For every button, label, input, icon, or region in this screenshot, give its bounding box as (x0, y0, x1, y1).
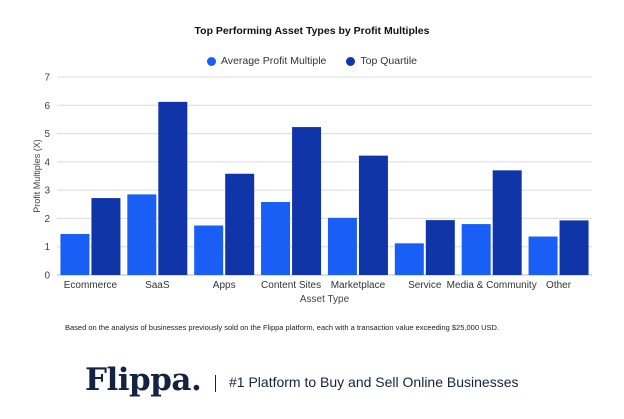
x-tick-label: SaaS (145, 280, 170, 291)
bar-average (327, 217, 357, 275)
brand-divider (215, 375, 216, 392)
bar-average (528, 236, 558, 275)
bar-top-quartile (225, 173, 255, 275)
bar-top-quartile (425, 220, 455, 275)
x-tick-label: Ecommerce (64, 280, 118, 291)
legend-label-average: Average Profit Multiple (220, 55, 327, 67)
y-tick-label: 1 (44, 242, 50, 253)
chart-title: Top Performing Asset Types by Profit Mul… (194, 25, 430, 37)
bar-average (194, 225, 224, 275)
x-axis-title: Asset Type (300, 294, 350, 305)
x-tick-label: Apps (213, 280, 236, 291)
x-tick-label: Marketplace (331, 280, 386, 291)
bar-chart: 0 1 2 3 4 5 6 7 Profit Multiples (X) Ecommerce Saa… (32, 73, 592, 305)
y-tick-label: 0 (44, 271, 50, 282)
legend: Average Profit Multiple Top Quartile (0, 55, 624, 67)
y-tick-label: 5 (44, 129, 50, 140)
bar-average (60, 233, 90, 275)
x-tick-label: Content Sites (261, 280, 321, 291)
legend-item-top-quartile: Top Quartile (346, 55, 417, 67)
y-axis-title: Profit Multiples (X) (32, 139, 42, 213)
bar-average (461, 224, 491, 275)
flippa-logo: Flippa. (85, 362, 202, 398)
x-tick-label: Media & Community (447, 280, 537, 291)
bar-average (261, 202, 291, 275)
bar-top-quartile (492, 170, 522, 275)
y-tick-label: 3 (44, 186, 50, 197)
bar-average (394, 243, 424, 275)
legend-item-average: Average Profit Multiple (206, 55, 327, 67)
x-tick-label: Other (546, 280, 572, 291)
bar-top-quartile (559, 220, 589, 275)
y-tick-label: 2 (44, 214, 50, 225)
bar-average (127, 194, 157, 275)
brand-tagline: #1 Platform to Buy and Sell Online Busin… (229, 374, 519, 390)
y-tick-label: 7 (44, 73, 50, 84)
bar-top-quartile (158, 101, 188, 276)
legend-label-top-quartile: Top Quartile (360, 55, 418, 67)
bar-top-quartile (358, 155, 388, 275)
legend-swatch-top-quartile (346, 56, 356, 66)
bar-top-quartile (292, 127, 322, 276)
y-tick-label: 4 (44, 157, 50, 168)
y-tick-label: 6 (44, 101, 50, 112)
x-tick-label: Service (408, 280, 442, 291)
legend-swatch-average (206, 56, 216, 66)
footnote: Based on the analysis of businesses prev… (65, 323, 500, 332)
bar-top-quartile (91, 198, 121, 275)
